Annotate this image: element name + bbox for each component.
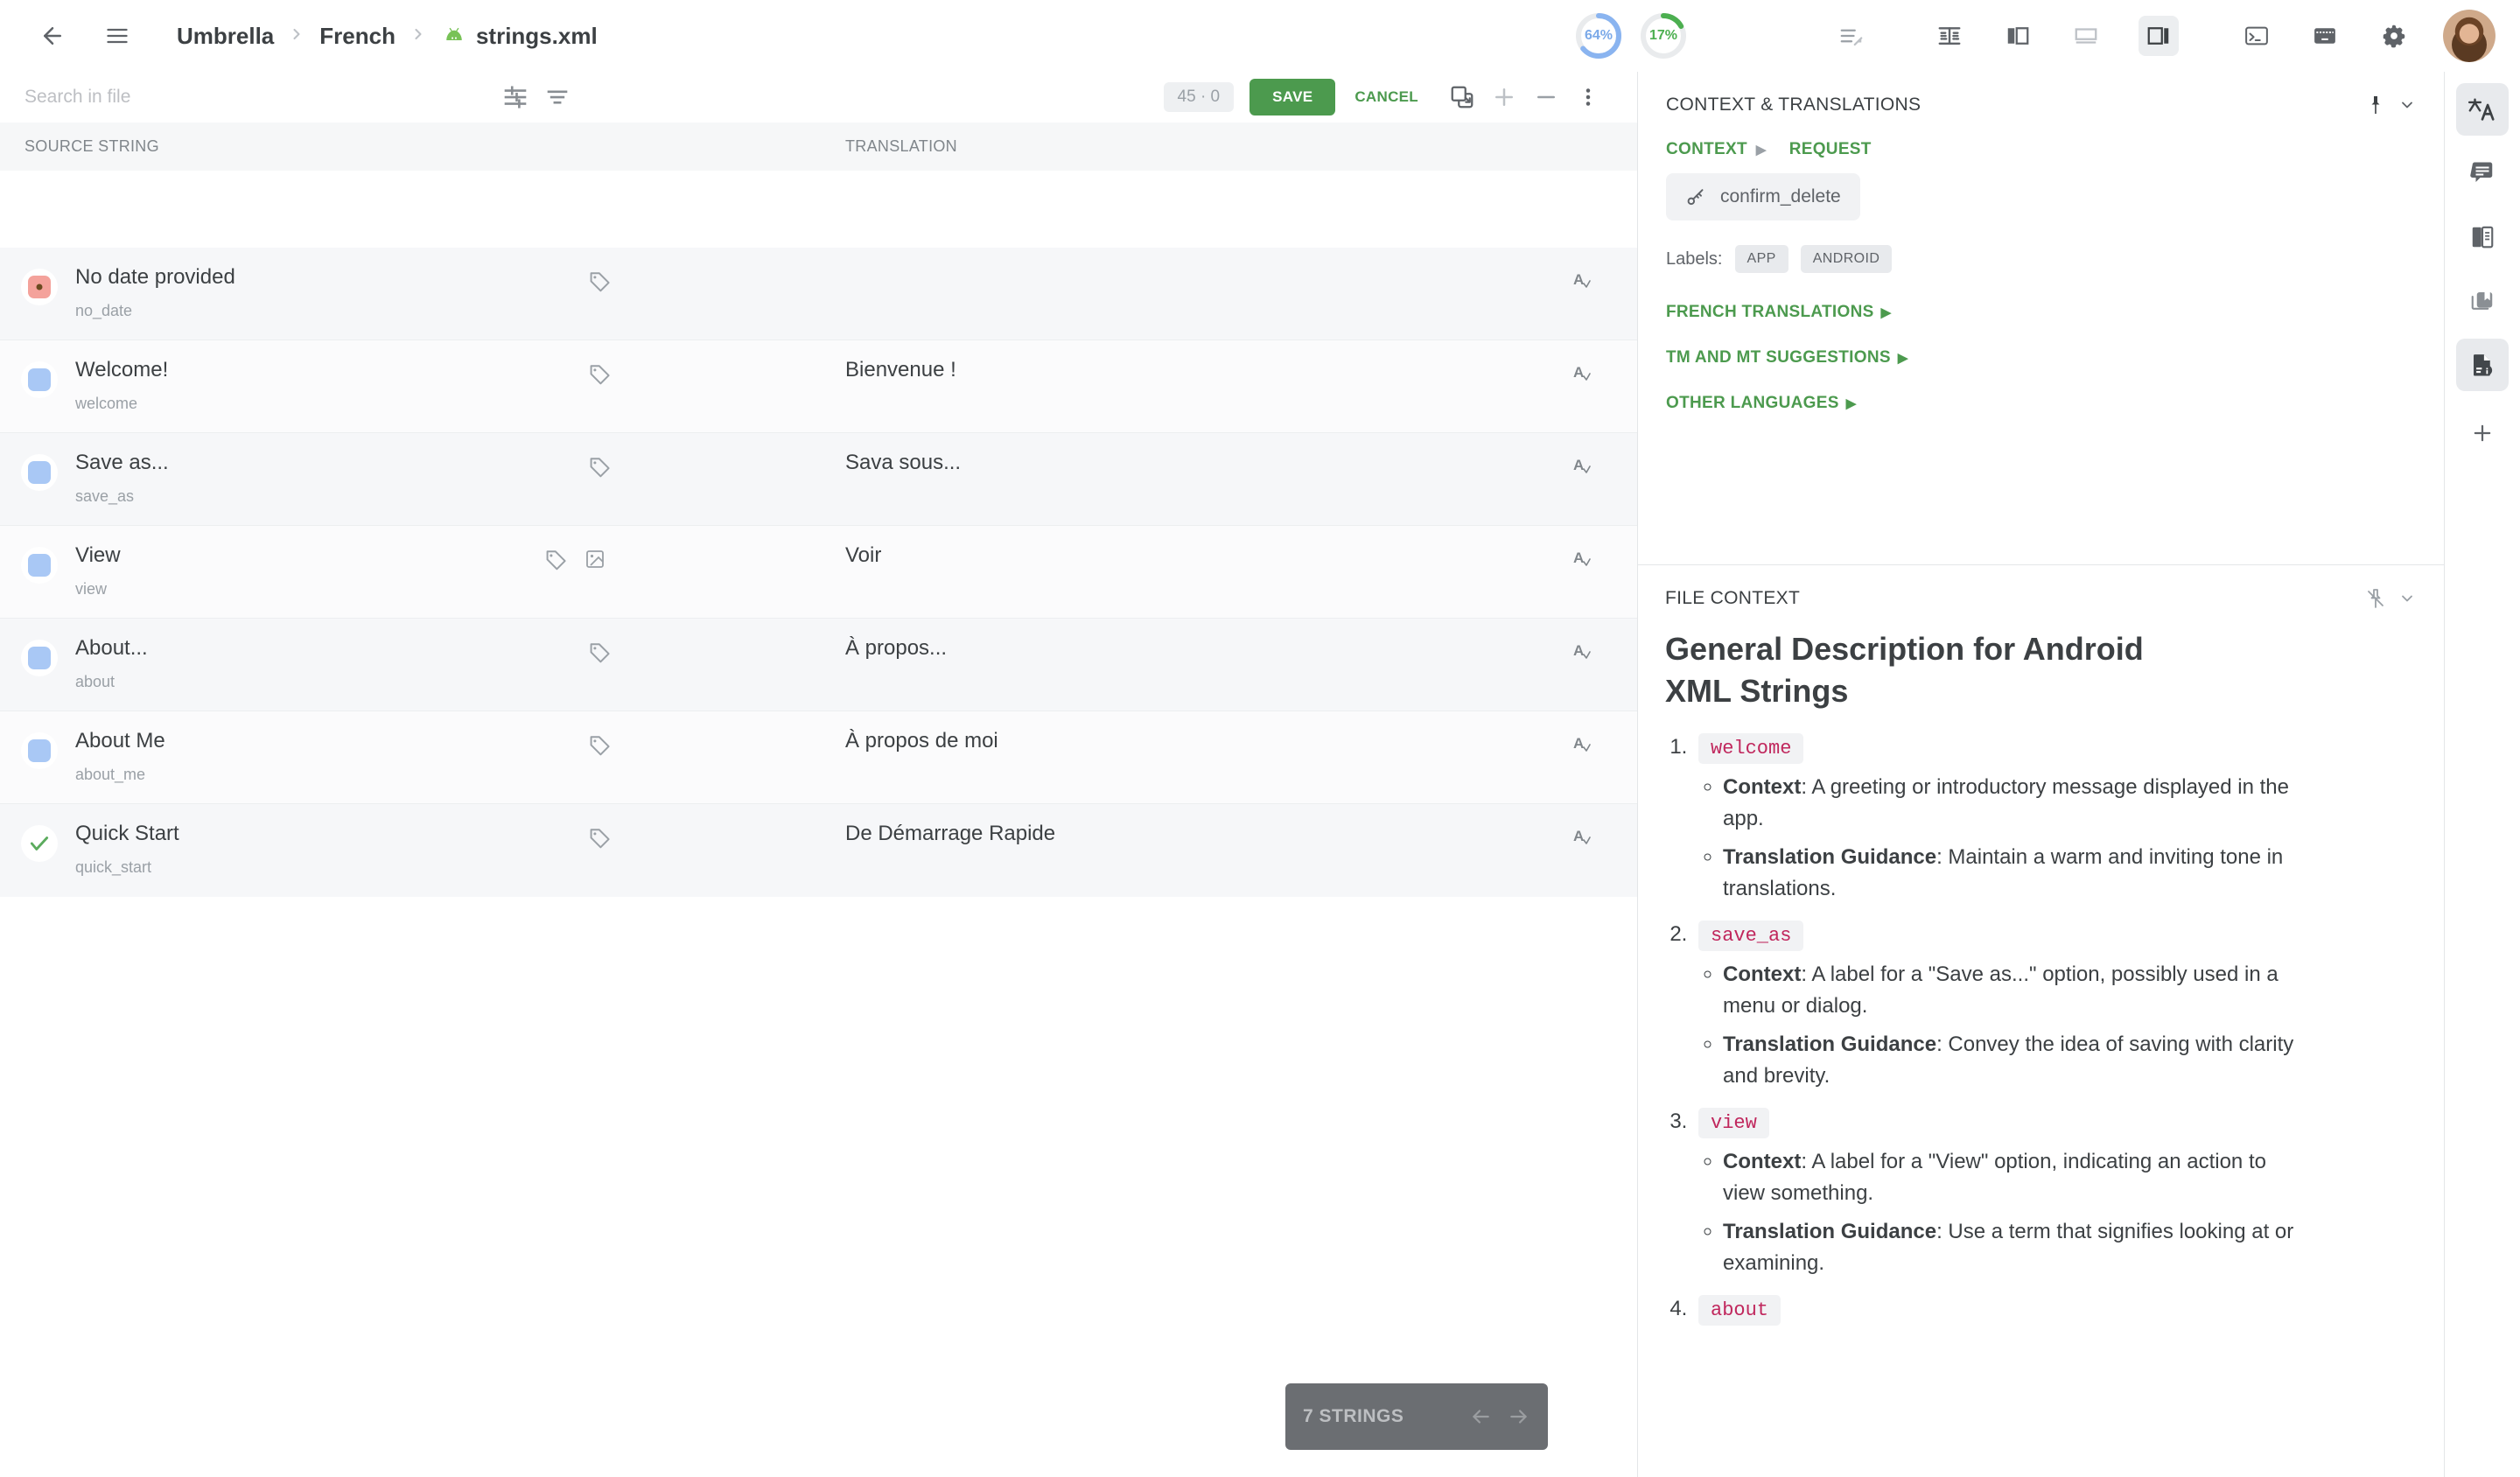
svg-text:A: A	[1573, 550, 1584, 566]
svg-text:A: A	[1573, 735, 1584, 752]
svg-text:A: A	[1573, 364, 1584, 381]
svg-text:A: A	[1573, 457, 1584, 473]
svg-text:A: A	[1573, 642, 1584, 659]
svg-text:A: A	[1573, 828, 1584, 844]
svg-text:A: A	[1573, 271, 1584, 288]
